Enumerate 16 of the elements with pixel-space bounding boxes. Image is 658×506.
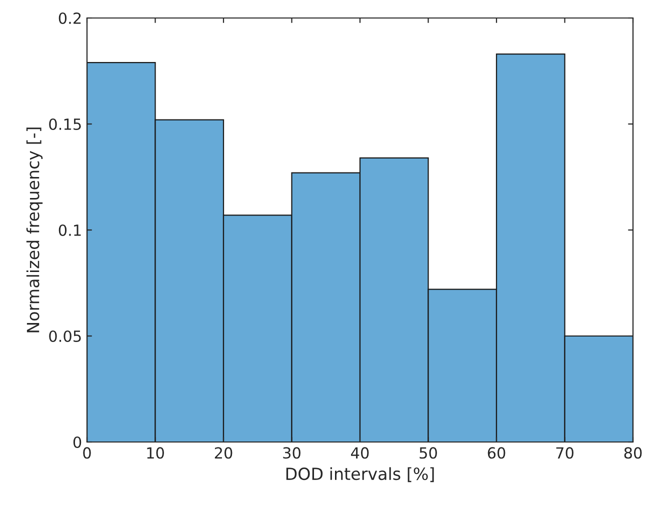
x-tick-label: 30 [283,447,300,459]
x-tick-label: 20 [214,447,232,459]
y-tick-label: 0.15 [49,118,81,130]
x-tick-label: 40 [351,447,369,459]
x-tick-label: 10 [147,447,164,459]
y-axis-title: Normalized frequency [-] [26,128,43,332]
x-tick-label: 70 [556,447,574,459]
y-tick-label: 0 [73,436,82,448]
y-tick-label: 0.1 [58,224,81,236]
x-tick-label: 80 [624,447,642,459]
y-tick-label: 0.2 [58,12,81,24]
x-tick-label: 60 [488,447,506,459]
x-axis-title: DOD intervals [%] [286,467,434,482]
y-tick-label: 0.05 [49,330,81,342]
x-tick-label: 0 [83,447,91,459]
x-tick-label: 50 [420,447,437,459]
